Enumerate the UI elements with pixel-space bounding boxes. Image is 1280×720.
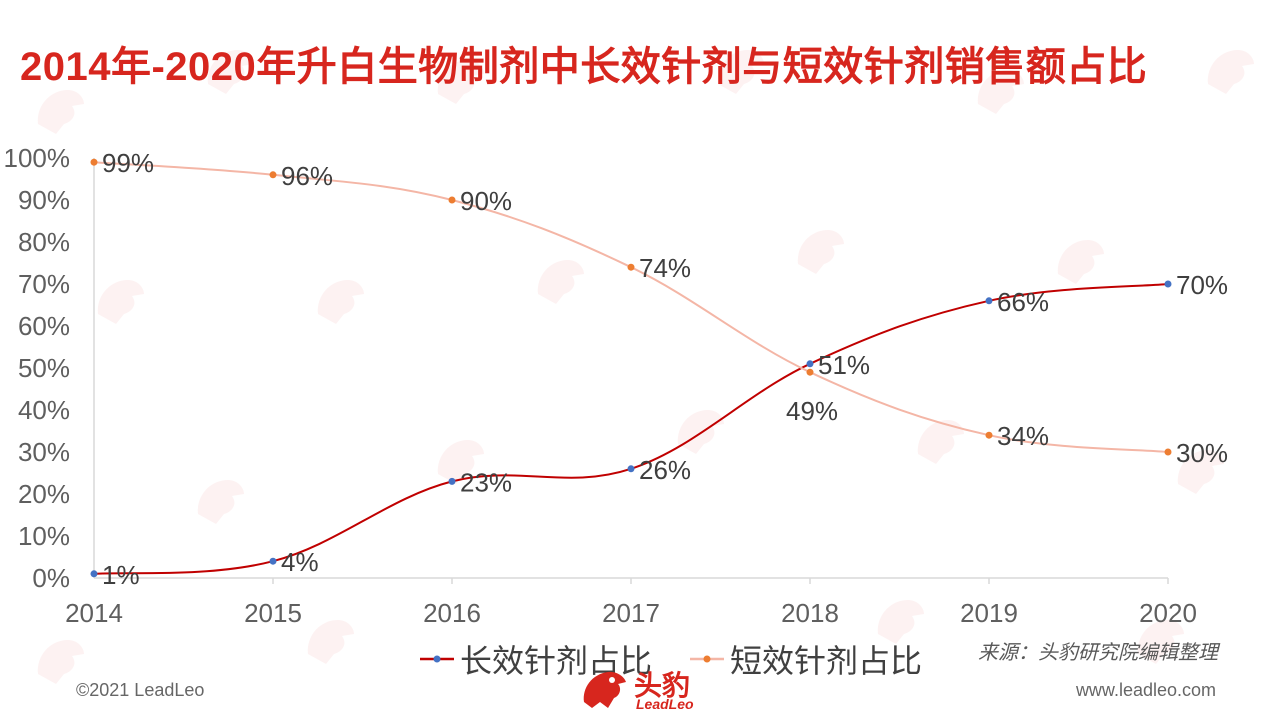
data-point-short-acting (90, 158, 98, 166)
legend-label-short-acting: 短效针剂占比 (730, 643, 923, 679)
data-point-short-acting (448, 196, 456, 204)
y-tick-label: 50% (18, 353, 70, 383)
copyright-text: ©2021 LeadLeo (76, 680, 205, 700)
y-tick-label: 40% (18, 395, 70, 425)
watermark-mark (437, 60, 484, 104)
y-tick-label: 90% (18, 185, 70, 215)
watermark-mark (437, 440, 484, 484)
y-tick-label: 30% (18, 437, 70, 467)
watermark-mark (37, 90, 84, 134)
data-point-long-acting (1164, 280, 1172, 288)
data-point-short-acting (806, 368, 814, 376)
watermark-mark (1057, 240, 1104, 284)
data-point-long-acting (90, 570, 98, 578)
data-labels: 1% 4% 23% 26% 51% 66% 70% 99% 96% 90% 74% 49% 34% 30% (102, 148, 1228, 590)
data-label-long-acting: 26% (639, 455, 691, 485)
website-link[interactable]: www.leadleo.com (1075, 680, 1216, 700)
y-tick-label: 0% (32, 563, 70, 593)
data-label-short-acting: 96% (281, 161, 333, 191)
leopard-icon (583, 671, 626, 708)
data-point-short-acting (1164, 448, 1172, 456)
data-point-short-acting (985, 431, 993, 439)
data-point-short-acting (627, 263, 635, 271)
y-tick-label: 70% (18, 269, 70, 299)
watermark-mark (37, 640, 84, 684)
watermark-layer (37, 50, 1254, 684)
data-label-short-acting: 90% (460, 186, 512, 216)
watermark-mark (1207, 50, 1254, 94)
y-tick-label: 100% (4, 143, 71, 173)
data-label-long-acting: 70% (1176, 270, 1228, 300)
data-point-long-acting (269, 557, 277, 565)
watermark-mark (977, 70, 1024, 114)
y-tick-label: 80% (18, 227, 70, 257)
data-label-short-acting: 99% (102, 148, 154, 178)
logo-text: 头豹 (634, 670, 691, 701)
legend-item-short-acting: 短效针剂占比 (690, 636, 922, 682)
chart-legend: 长效针剂占比 短效针剂占比 (420, 636, 922, 682)
data-point-long-acting (806, 360, 814, 368)
data-label-long-acting: 51% (818, 350, 870, 380)
data-label-long-acting: 23% (460, 467, 512, 497)
data-point-long-acting (448, 477, 456, 485)
y-tick-label: 20% (18, 479, 70, 509)
watermark-mark (1177, 450, 1224, 494)
leadleo-logo: 头豹 LeadLeo (578, 662, 708, 718)
watermark-mark (197, 480, 244, 524)
watermark-mark (97, 280, 144, 324)
data-point-long-acting (985, 297, 993, 305)
data-label-long-acting: 66% (997, 287, 1049, 317)
x-tick-label: 2019 (960, 598, 1018, 628)
y-tick-label: 60% (18, 311, 70, 341)
x-tick-label: 2015 (244, 598, 302, 628)
watermark-mark (797, 230, 844, 274)
legend-swatch-short-acting (690, 655, 725, 663)
source-note: 来源：头豹研究院编辑整理 (978, 642, 1218, 664)
watermark-mark (917, 420, 964, 464)
y-tick-label: 10% (18, 521, 70, 551)
watermark-mark (537, 260, 584, 304)
x-tick-label: 2017 (602, 598, 660, 628)
series-layer (90, 158, 1172, 578)
watermark-mark (317, 280, 364, 324)
data-point-long-acting (627, 465, 635, 473)
watermark-mark (207, 50, 254, 94)
legend-item-long-acting: 长效针剂占比 (420, 636, 652, 682)
x-tick-label: 2014 (65, 598, 123, 628)
legend-label-long-acting: 长效针剂占比 (460, 643, 653, 679)
logo-subtext: LeadLeo (636, 696, 694, 712)
data-label-short-acting: 49% (786, 396, 838, 426)
chart-axes: 0% 10% 20% 30% 40% 50% 60% 70% 80% 90% 100% 2014 201… (4, 143, 1197, 628)
x-tick-label: 2020 (1139, 598, 1197, 628)
watermark-mark (307, 620, 354, 664)
x-tick-label: 2018 (781, 598, 839, 628)
data-label-short-acting: 30% (1176, 438, 1228, 468)
data-label-short-acting: 74% (639, 253, 691, 283)
data-point-short-acting (269, 171, 277, 179)
x-tick-label: 2016 (423, 598, 481, 628)
data-label-short-acting: 34% (997, 421, 1049, 451)
data-label-long-acting: 1% (102, 560, 140, 590)
watermark-mark (877, 600, 924, 644)
watermark-mark (717, 50, 764, 94)
data-label-long-acting: 4% (281, 547, 319, 577)
watermark-mark (1137, 620, 1184, 664)
legend-swatch-long-acting (420, 655, 454, 663)
chart-title: 2014年-2020年升白生物制剂中长效针剂与短效针剂销售额占比 (20, 45, 1148, 89)
